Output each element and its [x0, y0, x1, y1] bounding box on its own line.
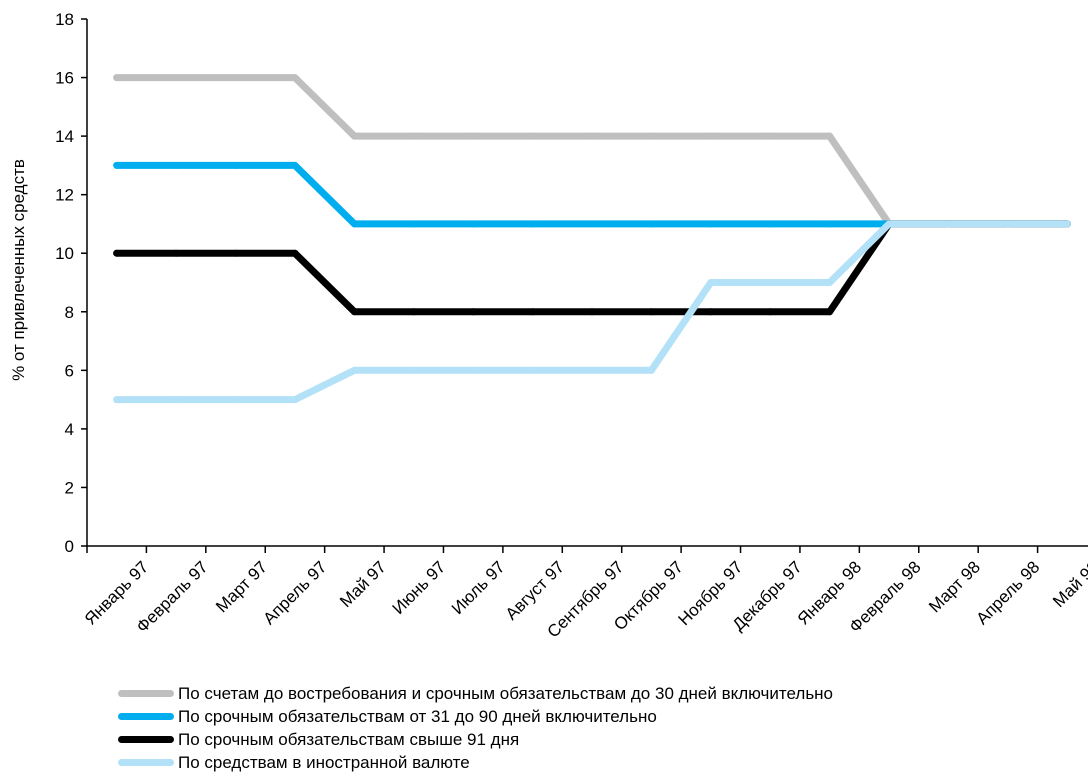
- data-point: [350, 220, 358, 228]
- data-point: [707, 132, 715, 140]
- data-point: [291, 161, 299, 169]
- data-point: [410, 308, 418, 316]
- data-point: [232, 396, 239, 404]
- data-point: [113, 74, 121, 82]
- data-point: [707, 220, 715, 228]
- data-point: [113, 396, 121, 404]
- y-axis-title: % от привлеченных средств: [9, 159, 28, 381]
- data-point: [529, 220, 537, 228]
- legend-item: По средствам в иностранной валюте: [118, 751, 833, 774]
- x-tick-label: Апрель 98: [972, 557, 1043, 628]
- x-tick-label: Май 97: [336, 557, 390, 611]
- x-tick-label: Май 98: [1049, 557, 1088, 611]
- legend-label: По средствам в иностранной валюте: [178, 752, 470, 772]
- data-point: [172, 396, 180, 404]
- data-point: [410, 220, 418, 228]
- data-point: [529, 366, 537, 374]
- data-point: [291, 74, 299, 82]
- data-point: [410, 132, 418, 140]
- data-point: [469, 220, 477, 228]
- data-point: [588, 220, 596, 228]
- y-tick-label: 12: [55, 186, 74, 205]
- legend-label: По срочным обязательствам от 31 до 90 дн…: [178, 706, 657, 726]
- data-point: [766, 279, 774, 286]
- y-tick-label: 8: [65, 303, 74, 322]
- y-tick-label: 2: [65, 478, 74, 497]
- data-point: [588, 366, 596, 374]
- chart-legend: По счетам до востребования и срочным обя…: [118, 682, 833, 774]
- data-point: [113, 161, 121, 169]
- series-line-1: [113, 74, 1071, 228]
- data-point: [291, 396, 299, 404]
- chart-axes: [86, 19, 1088, 547]
- y-axis-ticks: 0 2 4 6 8 10 12 14 16 18: [55, 10, 87, 556]
- data-point: [232, 161, 239, 169]
- legend-swatch: [118, 759, 174, 766]
- x-tick-label: Апрель 97: [260, 557, 331, 628]
- data-point: [469, 366, 477, 374]
- data-point: [350, 366, 358, 374]
- data-point: [172, 74, 180, 82]
- y-tick-label: 4: [65, 420, 74, 439]
- data-point: [945, 220, 952, 228]
- series-line-2: [113, 161, 1071, 228]
- x-tick-label: Июнь 97: [389, 557, 450, 618]
- data-point: [529, 308, 537, 316]
- x-tick-label: Июль 97: [448, 557, 509, 618]
- x-tick-label: Март 98: [925, 557, 984, 616]
- chart-series: [113, 74, 1071, 404]
- legend-item: По счетам до востребования и срочным обя…: [118, 682, 833, 705]
- data-point: [410, 366, 418, 374]
- data-point: [707, 308, 715, 316]
- data-point: [826, 132, 834, 140]
- y-tick-label: 0: [65, 537, 74, 556]
- data-point: [766, 220, 774, 228]
- legend-label: По срочным обязательствам свыше 91 дня: [178, 729, 520, 749]
- data-point: [113, 249, 121, 257]
- data-point: [647, 366, 655, 374]
- legend-item: По срочным обязательствам свыше 91 дня: [118, 728, 833, 751]
- y-tick-label: 14: [55, 127, 74, 146]
- data-point: [588, 132, 596, 140]
- legend-label: По счетам до востребования и срочным обя…: [178, 683, 834, 703]
- y-tick-label: 10: [55, 244, 74, 263]
- data-point: [529, 132, 537, 140]
- data-point: [826, 279, 834, 286]
- data-point: [469, 308, 477, 316]
- data-point: [232, 74, 239, 82]
- data-point: [647, 132, 655, 140]
- data-point: [707, 279, 715, 286]
- legend-swatch: [118, 736, 174, 743]
- data-point: [647, 220, 655, 228]
- data-point: [350, 308, 358, 316]
- data-point: [826, 308, 834, 316]
- data-point: [588, 308, 596, 316]
- series-line-3: [113, 220, 1071, 316]
- data-point: [1063, 220, 1071, 228]
- data-point: [826, 220, 834, 228]
- data-point: [885, 220, 893, 228]
- data-point: [766, 132, 774, 140]
- data-point: [232, 249, 239, 257]
- x-tick-label: Март 97: [212, 557, 271, 616]
- y-tick-label: 16: [55, 69, 74, 88]
- data-point: [647, 308, 655, 316]
- y-tick-label: 6: [65, 361, 74, 380]
- data-point: [469, 132, 477, 140]
- data-point: [172, 249, 180, 257]
- legend-item: По срочным обязательствам от 31 до 90 дн…: [118, 705, 833, 728]
- legend-swatch: [118, 713, 174, 720]
- legend-swatch: [118, 690, 174, 697]
- data-point: [1004, 220, 1012, 228]
- y-tick-label: 18: [55, 10, 74, 29]
- data-point: [172, 161, 180, 169]
- data-point: [766, 308, 774, 316]
- data-point: [350, 132, 358, 140]
- data-point: [291, 249, 299, 257]
